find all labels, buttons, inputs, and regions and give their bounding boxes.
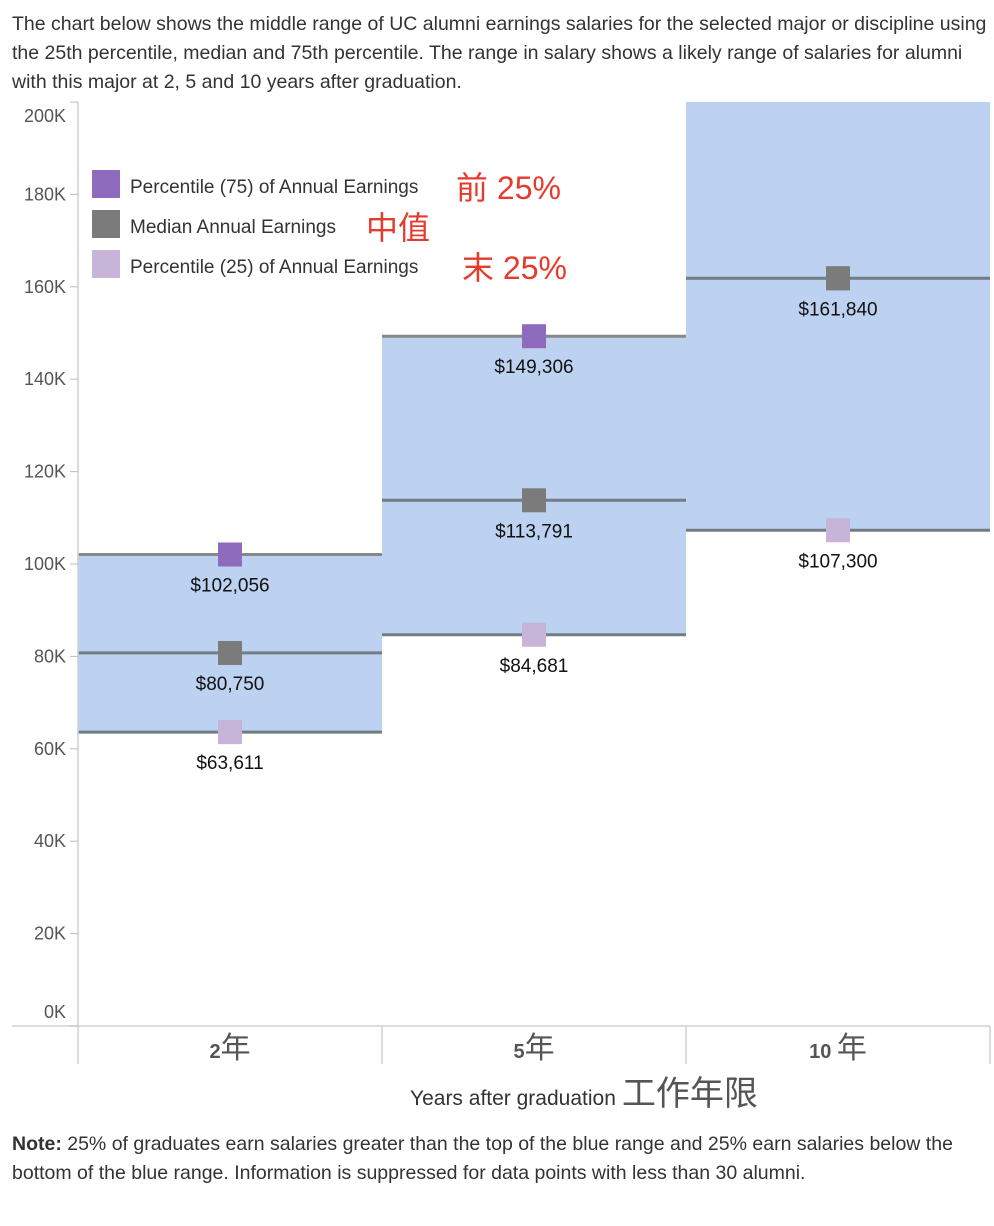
x-tick-label-0: 2年	[209, 1032, 250, 1065]
y-tick-label-4: 80K	[34, 646, 66, 666]
y-tick-label-7: 140K	[24, 369, 66, 389]
x-tick-label-1: 5年	[513, 1032, 554, 1065]
legend-label-1[interactable]: Median Annual Earnings	[130, 217, 336, 238]
x-tick-label-2: 10 年	[809, 1032, 867, 1065]
data-labels: $102,056 $80,750 $63,611 $149,306 $113,791 $8…	[190, 299, 877, 774]
p75-marker-1[interactable]	[522, 324, 546, 349]
y-tick-label-0: 0K	[44, 1002, 66, 1022]
median-marker-0[interactable]	[218, 640, 242, 665]
p75-marker-0[interactable]	[218, 542, 242, 567]
y-tick-label-6: 120K	[24, 462, 66, 482]
note-label: Note:	[12, 1133, 62, 1155]
y-tick-label-10: 200K	[24, 106, 66, 126]
p75-label-0: $102,056	[190, 576, 269, 597]
p25-marker-2[interactable]	[826, 518, 850, 543]
legend: Percentile (75) of Annual Earnings 前 25% M…	[92, 170, 567, 286]
y-ticks: 0K 20K 40K 60K 80K 100K 120K 140K 160K 180K 200K	[24, 101, 78, 1027]
legend-swatch-0[interactable]	[92, 170, 120, 198]
note-text: 25% of graduates earn salaries greater t…	[12, 1133, 953, 1184]
p25-label-1: $84,681	[500, 656, 569, 677]
median-marker-1[interactable]	[522, 488, 546, 513]
median-label-2: $161,840	[798, 299, 877, 320]
p25-marker-1[interactable]	[522, 622, 546, 647]
x-axis-label: Years after graduation 工作年限	[410, 1075, 758, 1113]
median-label-0: $80,750	[196, 674, 265, 695]
legend-label-2[interactable]: Percentile (25) of Annual Earnings	[130, 257, 418, 278]
legend-annotation-0: 前 25%	[456, 170, 561, 206]
legend-swatch-2[interactable]	[92, 250, 120, 278]
salary-ranges	[78, 102, 990, 733]
p25-marker-0[interactable]	[218, 720, 242, 745]
legend-label-0[interactable]: Percentile (75) of Annual Earnings	[130, 177, 418, 198]
salary-range-2	[686, 102, 990, 531]
y-tick-label-3: 60K	[34, 739, 66, 759]
data-markers	[218, 266, 850, 745]
legend-annotation-2: 末 25%	[462, 250, 567, 286]
footnote: Note: 25% of graduates earn salaries gre…	[12, 1130, 987, 1188]
p75-label-1: $149,306	[494, 357, 573, 378]
salary-range-1	[382, 336, 686, 635]
legend-annotation-1: 中值	[366, 210, 430, 246]
x-categories: 2年 5年 10 年	[77, 1026, 991, 1065]
chart-description: The chart below shows the middle range o…	[12, 13, 987, 93]
y-tick-label-8: 160K	[24, 277, 66, 297]
x-axis-label-annotation: 工作年限	[622, 1075, 758, 1113]
p25-label-0: $63,611	[196, 753, 263, 774]
y-tick-label-2: 40K	[34, 831, 66, 851]
y-tick-label-9: 180K	[24, 184, 66, 204]
median-label-1: $113,791	[495, 521, 573, 542]
y-tick-label-5: 100K	[24, 554, 66, 574]
median-marker-2[interactable]	[826, 266, 850, 291]
y-tick-label-1: 20K	[34, 924, 66, 944]
p25-label-2: $107,300	[798, 551, 877, 572]
legend-swatch-1[interactable]	[92, 210, 120, 238]
